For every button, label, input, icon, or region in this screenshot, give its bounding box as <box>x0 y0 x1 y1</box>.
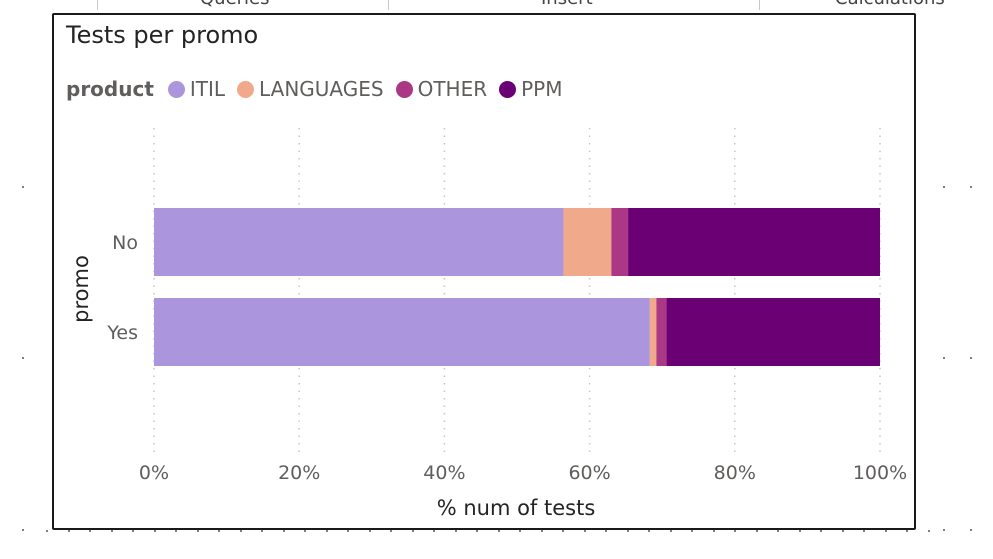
canvas-grid-dot <box>842 530 844 532</box>
canvas-grid-dot <box>89 530 91 532</box>
canvas-grid-dot <box>390 530 392 532</box>
canvas-grid-dot <box>22 529 24 531</box>
canvas-grid-dot <box>433 530 435 532</box>
ribbon-tab-insert[interactable]: Insert <box>541 0 593 9</box>
bar-segment-ppm-yes[interactable] <box>666 298 880 366</box>
canvas-grid-dot <box>799 530 801 532</box>
chart-title: Tests per promo <box>66 21 259 49</box>
y-axis-title: promo <box>69 255 93 323</box>
canvas-grid-dot <box>283 530 285 532</box>
bar-segment-languages-yes[interactable] <box>649 298 657 366</box>
canvas-grid-dot <box>885 530 887 532</box>
canvas-grid-dot <box>943 186 945 188</box>
canvas-grid-dot <box>347 530 349 532</box>
canvas-grid-dot <box>519 530 521 532</box>
canvas-grid-dot <box>777 530 779 532</box>
plot-area: 0% 20% 40% 60% 80% 100% No Yes % num of tests pro… <box>69 128 907 520</box>
canvas-grid-dot <box>734 530 736 532</box>
legend-item-languages[interactable]: LANGUAGES <box>237 77 384 101</box>
bar-segment-ppm-no[interactable] <box>628 208 880 276</box>
legend-swatch-itil <box>167 80 185 98</box>
x-tick-label: 100% <box>853 462 907 484</box>
bar-segment-itil-yes[interactable] <box>154 298 650 366</box>
canvas-grid-dot <box>304 530 306 532</box>
canvas-grid-dot <box>46 530 48 532</box>
canvas-grid-dot <box>943 529 945 531</box>
ribbon-separator <box>97 0 98 10</box>
canvas-grid-dot <box>218 530 220 532</box>
ribbon-tab-queries[interactable]: Queries <box>200 0 270 9</box>
canvas-grid-dot <box>369 530 371 532</box>
chart-legend: product ITIL LANGUAGES OTHER PPM <box>66 77 575 101</box>
canvas-grid-dot <box>648 530 650 532</box>
canvas-grid-dot <box>68 530 70 532</box>
canvas-grid-dot <box>605 530 607 532</box>
canvas-grid-dot <box>326 530 328 532</box>
canvas-grid-dot <box>584 530 586 532</box>
x-tick-label: 40% <box>423 462 465 484</box>
bar-segment-itil-no[interactable] <box>154 208 564 276</box>
legend-swatch-other <box>395 80 413 98</box>
x-tick-label: 20% <box>278 462 320 484</box>
canvas-grid-dot <box>132 530 134 532</box>
legend-label-itil: ITIL <box>189 77 226 101</box>
ribbon-tab-calculations[interactable]: Calculations <box>835 0 945 9</box>
canvas-grid-dot <box>756 530 758 532</box>
canvas-grid-dot <box>863 530 865 532</box>
ribbon-separator <box>388 0 389 10</box>
legend-item-other[interactable]: OTHER <box>395 77 488 101</box>
canvas-grid-dot <box>197 530 199 532</box>
x-tick-label: 0% <box>139 462 169 484</box>
canvas-grid-dot <box>691 530 693 532</box>
chart-visual[interactable]: Tests per promo product ITIL LANGUAGES O… <box>52 13 916 530</box>
canvas-grid-dot <box>970 357 972 359</box>
canvas-grid-dot <box>111 530 113 532</box>
canvas-grid-dot <box>455 530 457 532</box>
canvas-grid-dot <box>627 530 629 532</box>
legend-title: product <box>66 77 154 101</box>
legend-item-ppm[interactable]: PPM <box>499 77 563 101</box>
canvas-grid-dot <box>476 530 478 532</box>
legend-swatch-ppm <box>499 80 517 98</box>
canvas-grid-dot <box>943 357 945 359</box>
canvas-grid-dot <box>820 530 822 532</box>
bar-segment-languages-no[interactable] <box>563 208 612 276</box>
ribbon-separator <box>759 0 760 10</box>
canvas-grid-dot <box>970 186 972 188</box>
bar-segment-other-no[interactable] <box>611 208 629 276</box>
canvas-grid-dot <box>240 530 242 532</box>
legend-label-ppm: PPM <box>521 77 563 101</box>
legend-swatch-languages <box>237 80 255 98</box>
canvas-grid-dot <box>154 530 156 532</box>
canvas-grid-dot <box>670 530 672 532</box>
x-tick-label: 80% <box>714 462 756 484</box>
legend-label-languages: LANGUAGES <box>259 77 384 101</box>
canvas-grid-dot <box>22 357 24 359</box>
canvas-grid-dot <box>906 530 908 532</box>
x-tick-label: 60% <box>568 462 610 484</box>
ribbon-strip: Queries Insert Calculations <box>0 0 993 12</box>
canvas-grid-dot <box>970 529 972 531</box>
canvas-grid-dot <box>928 530 930 532</box>
canvas-grid-dot <box>22 186 24 188</box>
bar-segment-other-yes[interactable] <box>656 298 667 366</box>
canvas-grid-dot <box>261 530 263 532</box>
y-category-label: Yes <box>106 322 138 344</box>
canvas-grid-dot <box>562 530 564 532</box>
y-category-label: No <box>112 232 138 254</box>
legend-label-other: OTHER <box>417 77 488 101</box>
legend-item-itil[interactable]: ITIL <box>167 77 226 101</box>
canvas-grid-dot <box>541 530 543 532</box>
canvas-grid-dot <box>175 530 177 532</box>
canvas-grid-dot <box>713 530 715 532</box>
x-axis-title: % num of tests <box>437 496 596 520</box>
canvas-grid-dot <box>498 530 500 532</box>
canvas-grid-dot <box>412 530 414 532</box>
